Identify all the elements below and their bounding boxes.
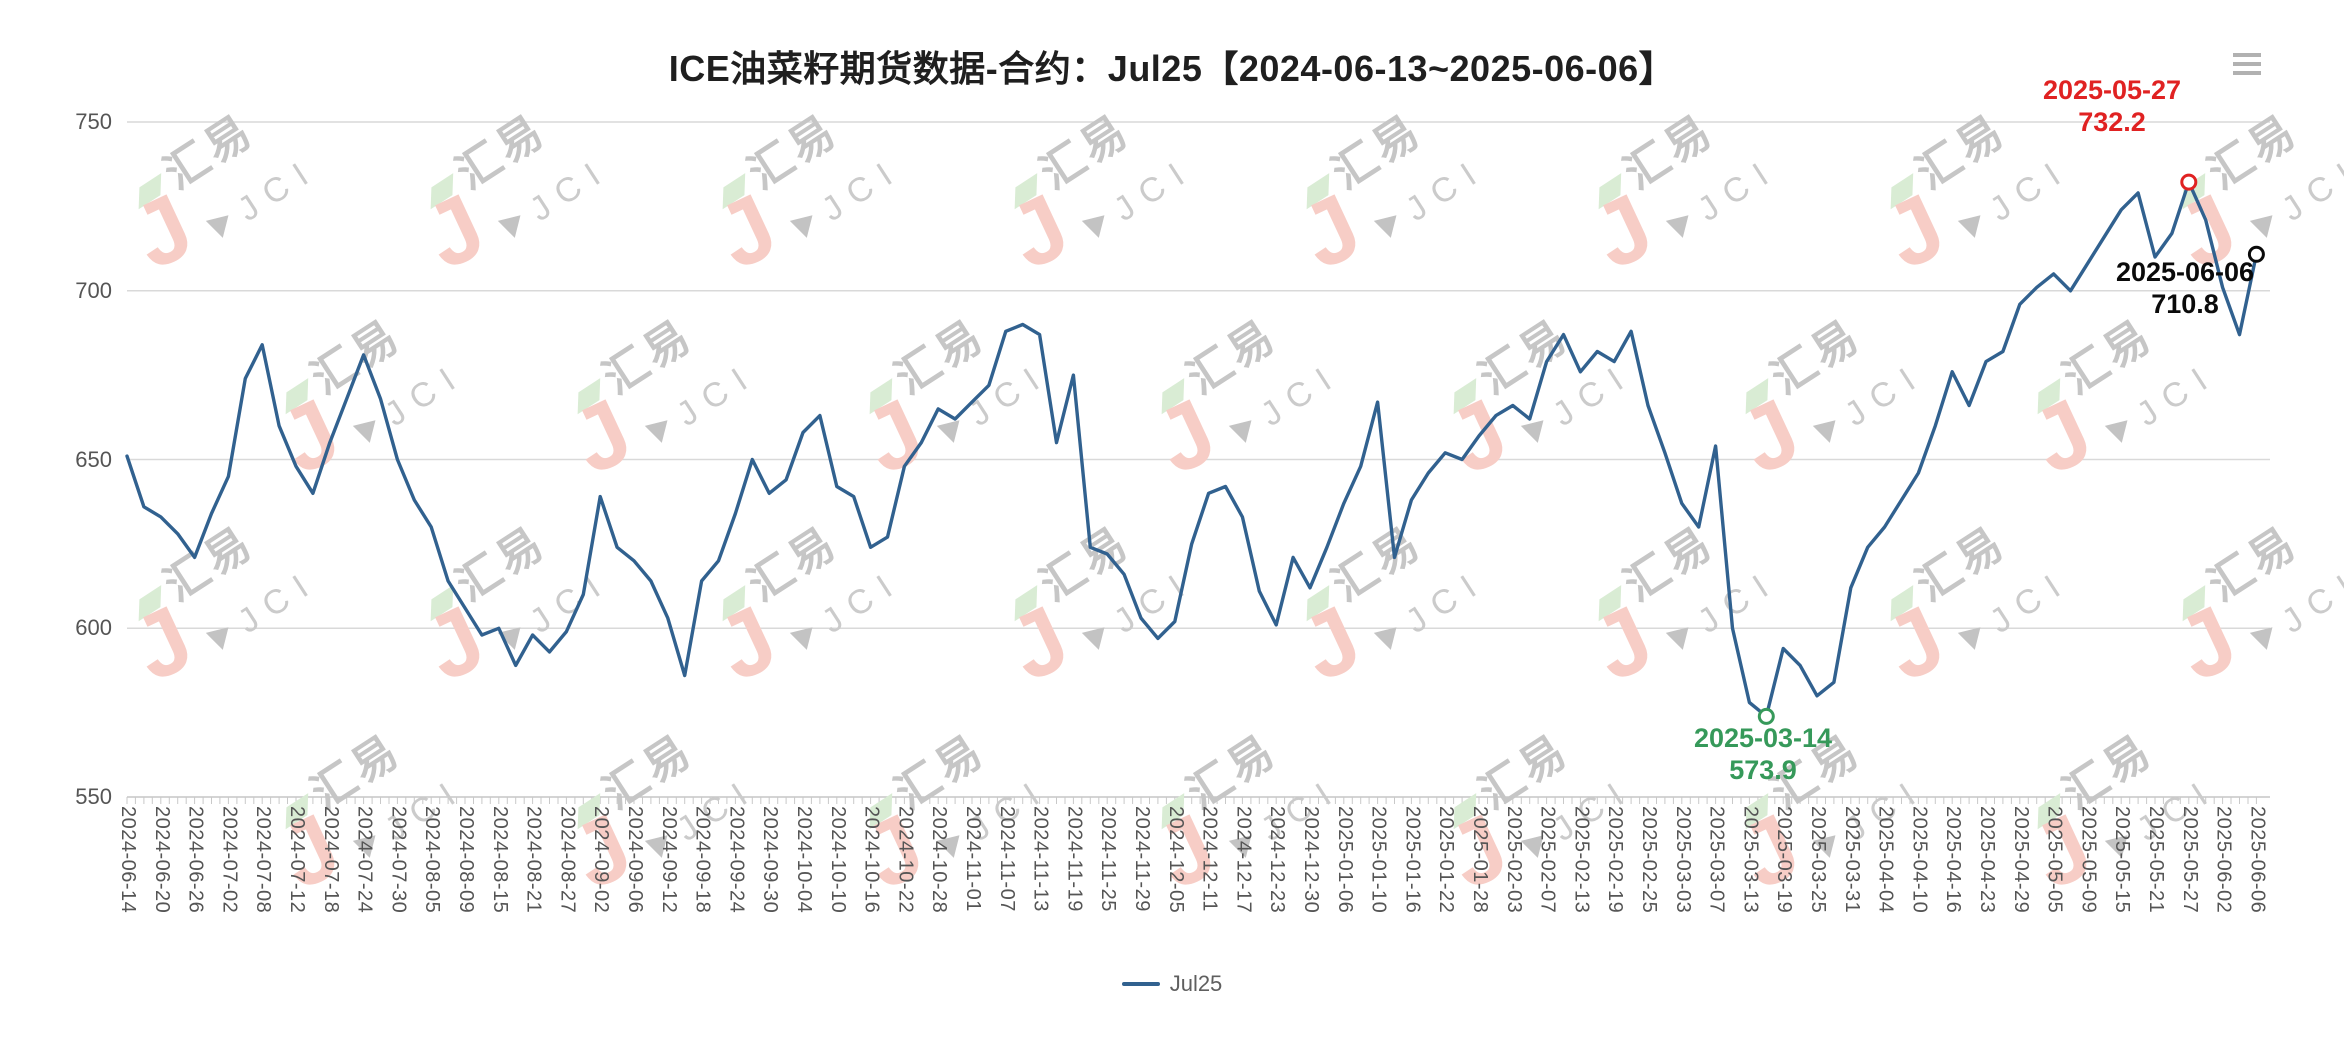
legend-line-swatch <box>1121 982 1160 986</box>
annotation-min-value: 573.9 <box>1729 755 1797 785</box>
annotation-max-value: 732.2 <box>2078 107 2146 137</box>
legend-item-jul25[interactable]: Jul25 <box>0 971 2344 997</box>
annotation-max: 2025-05-27 732.2 <box>2012 74 2212 138</box>
hamburger-menu-icon[interactable] <box>2233 53 2261 77</box>
annotation-last: 2025-06-06 710.8 <box>2085 256 2285 320</box>
annotation-min: 2025-03-14 573.9 <box>1663 722 1863 786</box>
annotation-max-date: 2025-05-27 <box>2042 75 2182 105</box>
chart-title: ICE油菜籽期货数据-合约：Jul25【2024-06-13~2025-06-0… <box>668 48 1676 89</box>
annotation-min-date: 2025-03-14 <box>1693 723 1833 753</box>
legend-label: Jul25 <box>1169 971 1223 996</box>
annotation-last-date: 2025-06-06 <box>2115 257 2255 287</box>
annotation-last-value: 710.8 <box>2151 289 2219 319</box>
